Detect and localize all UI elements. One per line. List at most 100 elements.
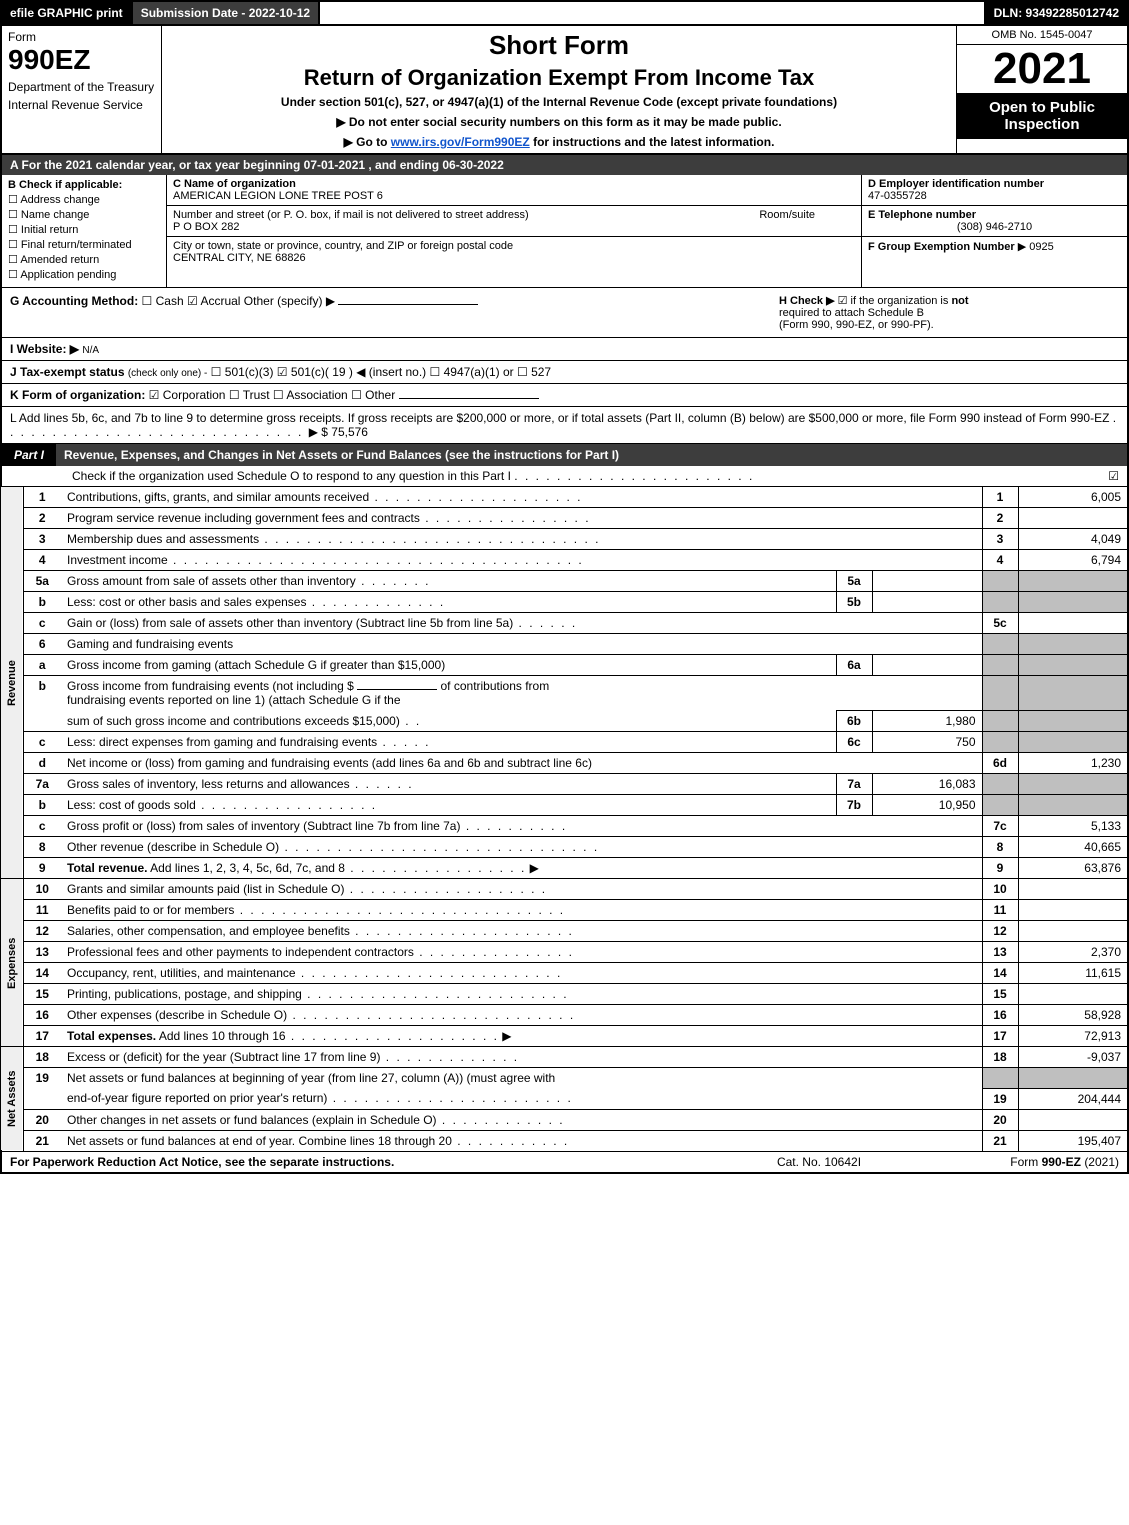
line-h-text3: (Form 990, 990-EZ, or 990-PF). [779,319,934,331]
line-7a-desc: Gross sales of inventory, less returns a… [61,774,836,795]
line-6d-rv: 1,230 [1018,753,1128,774]
line-6d-rn: 6d [982,753,1018,774]
part-1-label: Part I [2,444,56,466]
line-12-num: 12 [23,921,61,942]
line-5b-shade2 [1018,592,1128,613]
section-b: B Check if applicable: Address change Na… [2,175,167,287]
other-specify-input[interactable] [338,304,478,305]
goto-prefix: ▶ Go to [344,135,388,149]
line-5c-rv [1018,613,1128,634]
check-cash[interactable]: Cash [142,294,184,308]
footer-mid: Cat. No. 10642I [719,1155,919,1169]
line-12-rn: 12 [982,921,1018,942]
check-address-change[interactable]: Address change [8,193,160,206]
line-7a-shade2 [1018,774,1128,795]
line-6-num: 6 [23,634,61,655]
line-18-rv: -9,037 [1018,1047,1128,1068]
line-15-desc: Printing, publications, postage, and shi… [61,984,982,1005]
check-application-pending[interactable]: Application pending [8,268,160,281]
line-19-rn: 19 [982,1088,1018,1109]
check-4947[interactable]: 4947(a)(1) or [430,365,514,379]
line-5a-num: 5a [23,571,61,592]
line-11-desc: Benefits paid to or for members . . . . … [61,900,982,921]
check-association[interactable]: Association [273,388,348,402]
line-5c-num: c [23,613,61,634]
line-11-num: 11 [23,900,61,921]
department: Department of the Treasury [8,80,155,94]
side-expenses: Expenses [1,879,23,1047]
part-1-schedule-o-check[interactable] [1089,469,1119,483]
line-10-rn: 10 [982,879,1018,900]
city-value: CENTRAL CITY, NE 68826 [173,252,306,264]
group-label: F Group Exemption Number [868,241,1015,253]
line-6d-desc: Net income or (loss) from gaming and fun… [61,753,982,774]
line-6-shade2 [1018,634,1128,655]
city-row: City or town, state or province, country… [167,237,861,267]
other-org-input[interactable] [399,398,539,399]
check-accrual[interactable]: Accrual [187,294,240,308]
line-5c-desc: Gain or (loss) from sale of assets other… [61,613,982,634]
line-13-rn: 13 [982,942,1018,963]
line-20-desc: Other changes in net assets or fund bala… [61,1109,982,1130]
line-4-rn: 4 [982,550,1018,571]
line-l-text: L Add lines 5b, 6c, and 7b to line 9 to … [10,411,1109,425]
line-9-desc: Total revenue. Add lines 1, 2, 3, 4, 5c,… [61,858,982,879]
irs-link[interactable]: www.irs.gov/Form990EZ [391,135,530,149]
line-19-desc1: Net assets or fund balances at beginning… [61,1068,982,1089]
line-7a-mv: 16,083 [872,774,982,795]
side-revenue: Revenue [1,487,23,879]
line-5b-desc: Less: cost or other basis and sales expe… [61,592,836,613]
line-3-rv: 4,049 [1018,529,1128,550]
check-name-change[interactable]: Name change [8,208,160,221]
check-amended-return[interactable]: Amended return [8,253,160,266]
lines-table: Revenue 1 Contributions, gifts, grants, … [0,486,1129,1151]
other-specify: Other (specify) ▶ [244,294,335,308]
line-8-rv: 40,665 [1018,837,1128,858]
open-to-public: Open to Public Inspection [957,93,1127,139]
header-left: Form 990EZ Department of the Treasury In… [2,26,162,153]
footer-right: Form 990-EZ (2021) [919,1155,1119,1169]
line-2-desc: Program service revenue including govern… [61,508,982,529]
line-6a-mv [872,655,982,676]
line-6a-mn: 6a [836,655,872,676]
line-h-text2: required to attach Schedule B [779,307,924,319]
footer: For Paperwork Reduction Act Notice, see … [0,1151,1129,1174]
form-number: 990EZ [8,44,155,76]
check-final-return[interactable]: Final return/terminated [8,238,160,251]
line-7c-rn: 7c [982,816,1018,837]
tax-year: 2021 [957,45,1127,93]
line-7a-num: 7a [23,774,61,795]
dln-label: DLN: 93492285012742 [986,2,1127,24]
line-6a-num: a [23,655,61,676]
line-l: L Add lines 5b, 6c, and 7b to line 9 to … [0,407,1129,443]
line-16-rv: 58,928 [1018,1005,1128,1026]
check-501c3[interactable]: 501(c)(3) [211,365,274,379]
line-5b-mn: 5b [836,592,872,613]
line-6b-blank[interactable] [357,689,437,690]
section-c: C Name of organization AMERICAN LEGION L… [167,175,862,287]
line-12-rv [1018,921,1128,942]
line-i: I Website: ▶ N/A [0,338,1129,361]
line-10-desc: Grants and similar amounts paid (list in… [61,879,982,900]
check-corporation[interactable]: Corporation [149,388,226,402]
section-def: D Employer identification number 47-0355… [862,175,1127,287]
check-527[interactable]: 527 [517,365,551,379]
check-h[interactable] [838,295,851,307]
line-21-rn: 21 [982,1130,1018,1151]
line-7b-desc: Less: cost of goods sold . . . . . . . .… [61,795,836,816]
return-title: Return of Organization Exempt From Incom… [168,65,950,91]
check-trust[interactable]: Trust [229,388,270,402]
check-501c[interactable]: 501(c)( 19 ) ◀ (insert no.) [277,365,426,379]
line-6b-shade2 [1018,676,1128,711]
check-initial-return[interactable]: Initial return [8,223,160,236]
line-7b-shade2 [1018,795,1128,816]
check-other[interactable]: Other [351,388,395,402]
phone-row: E Telephone number (308) 946-2710 [862,206,1127,237]
line-5a-mn: 5a [836,571,872,592]
line-16-rn: 16 [982,1005,1018,1026]
line-1-rn: 1 [982,487,1018,508]
line-h-not: not [951,295,968,307]
line-g: G Accounting Method: Cash Accrual Other … [10,294,779,331]
line-8-desc: Other revenue (describe in Schedule O) .… [61,837,982,858]
submission-date: Submission Date - 2022-10-12 [133,2,320,24]
